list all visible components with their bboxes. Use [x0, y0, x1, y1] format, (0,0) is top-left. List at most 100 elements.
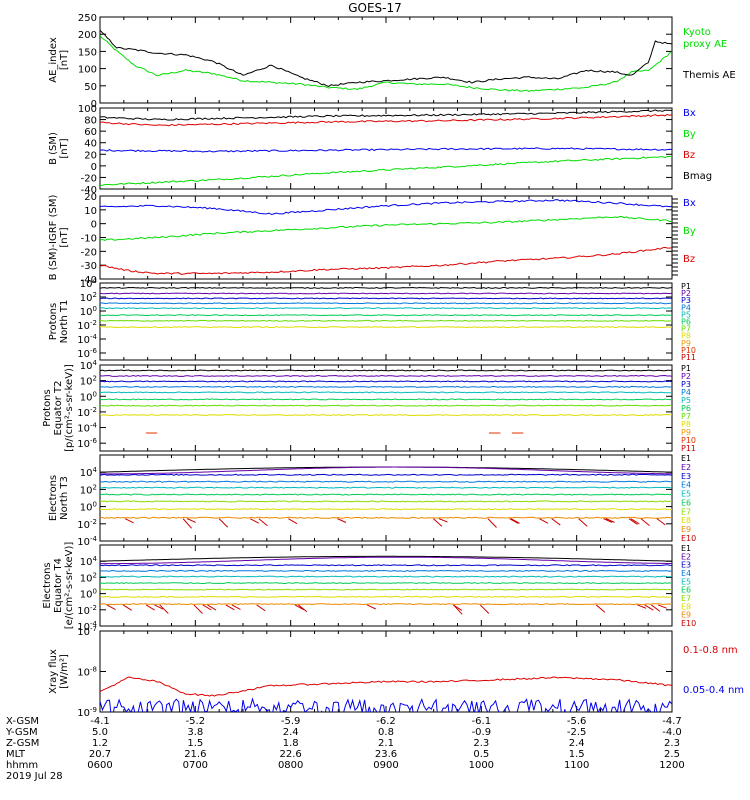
y-tick-label: 104	[80, 555, 98, 568]
y-tick-label: 100	[78, 104, 97, 115]
legend-entry: By	[683, 129, 696, 140]
channel-e7	[100, 500, 672, 503]
x-row-label: hhmm	[6, 760, 38, 771]
y-tick-label: 10-7	[77, 625, 97, 638]
x-row-label: Y-GSM	[5, 727, 38, 738]
x-tick-value: 2.5	[664, 749, 680, 760]
y-tick-label: 0	[91, 220, 97, 231]
legend-entry: Kyoto	[683, 27, 711, 38]
legend-entry: 0.1-0.8 nm	[683, 645, 738, 656]
channel-e3	[100, 473, 672, 476]
y-tick-label: 10-2	[77, 518, 97, 531]
x-tick-value: 23.6	[375, 749, 397, 760]
channel-label: E7	[681, 594, 691, 603]
channel-label: E4	[681, 569, 691, 578]
series-by	[100, 215, 672, 241]
x-tick-value: 1200	[659, 760, 684, 771]
y-tick-label: 60	[84, 127, 97, 138]
series-themis-ae	[100, 29, 672, 87]
y-tick-label: 20	[84, 192, 97, 203]
legend-entry: Bz	[683, 150, 695, 161]
y-tick-label: 102	[80, 571, 97, 584]
y-tick-label: 250	[78, 13, 97, 24]
channel-label: P6	[681, 404, 691, 413]
channel-label: P2	[681, 289, 691, 298]
x-tick-value: 0.8	[378, 727, 394, 738]
y-tick-label: 100	[78, 65, 97, 76]
channel-label: P5	[681, 396, 691, 405]
x-tick-value: 1.8	[283, 738, 299, 749]
figure-title: GOES-17	[348, 1, 402, 15]
panel-bigrf: -40 -30 -20 -10 0 10 20 B (SM)-IGRF (SM)[nT] Bx B…	[48, 192, 696, 286]
channel-label: E2	[681, 463, 691, 472]
channel-p7	[100, 404, 672, 407]
y-tick-label: -30	[81, 261, 97, 272]
channel-e3	[100, 564, 672, 567]
y-tick-label: 102	[80, 291, 97, 304]
channel-label: E9	[681, 525, 691, 534]
channel-label: E3	[681, 561, 691, 570]
y-tick-label: 102	[80, 483, 97, 496]
x-tick-value: 2.3	[473, 738, 489, 749]
channel-label: P8	[681, 332, 691, 341]
x-tick-value: 1.5	[187, 738, 203, 749]
x-row-label: X-GSM	[6, 716, 39, 727]
channel-label: E9	[681, 611, 691, 620]
x-tick-value: 2.4	[569, 738, 585, 749]
x-tick-value: 0800	[278, 760, 303, 771]
legend-entry: Bmag	[683, 171, 712, 182]
y-tick-label: -40	[81, 275, 97, 286]
channel-e8	[100, 595, 672, 598]
y-tick-label: 102	[80, 375, 97, 388]
channel-p5	[100, 307, 672, 310]
legend-entry: Themis AE	[682, 70, 736, 81]
channel-label: E1	[681, 544, 691, 553]
y-axis-label: AE_index[nT]	[48, 37, 70, 83]
y-axis-label: ElectronsNorth T3	[48, 475, 70, 521]
panel-frame	[99, 16, 673, 104]
y-tick-label: 20	[84, 150, 97, 161]
x-tick-value: -6.2	[376, 716, 396, 727]
channel-label: E7	[681, 507, 691, 516]
y-tick-label: 100	[80, 501, 97, 514]
channel-label: P3	[681, 296, 691, 305]
panel-frame	[99, 282, 673, 361]
series-bmag	[100, 109, 672, 121]
x-tick-value: 0900	[373, 760, 398, 771]
x-tick-value: 1000	[469, 760, 494, 771]
channel-label: E1	[681, 454, 691, 463]
x-tick-value: -5.9	[281, 716, 301, 727]
channel-e7	[100, 588, 672, 591]
channel-label: P3	[681, 380, 691, 389]
y-axis-label: Xray flux[W/m²]	[48, 649, 70, 694]
channel-e4	[100, 569, 672, 572]
channel-e2	[100, 556, 672, 565]
channel-label: P7	[681, 325, 691, 334]
y-tick-label: 10-6	[77, 437, 97, 450]
y-tick-label: -20	[81, 173, 97, 184]
legend-entry: 0.05-0.4 nm	[683, 685, 744, 696]
x-tick-value: -4.1	[90, 716, 110, 727]
y-tick-label: 10-4	[77, 535, 97, 548]
channel-label: E5	[681, 490, 691, 499]
y-tick-label: 10-2	[77, 604, 97, 617]
x-tick-value: 2.1	[378, 738, 394, 749]
channel-label: P10	[681, 436, 696, 445]
channel-p6	[100, 398, 672, 401]
series-0-1-0-8-nm	[100, 676, 672, 697]
legend-entry: Bz	[683, 254, 695, 265]
channel-p1	[100, 286, 672, 289]
x-tick-value: 3.8	[187, 727, 203, 738]
channel-label: P10	[681, 346, 696, 355]
panel-enorth: 104 102 100 10-2 10-4 ElectronsNorth T3 E1E2E3…	[48, 454, 696, 548]
series-bz	[100, 246, 672, 275]
channel-label: P9	[681, 339, 691, 348]
x-tick-value: 1.2	[92, 738, 108, 749]
